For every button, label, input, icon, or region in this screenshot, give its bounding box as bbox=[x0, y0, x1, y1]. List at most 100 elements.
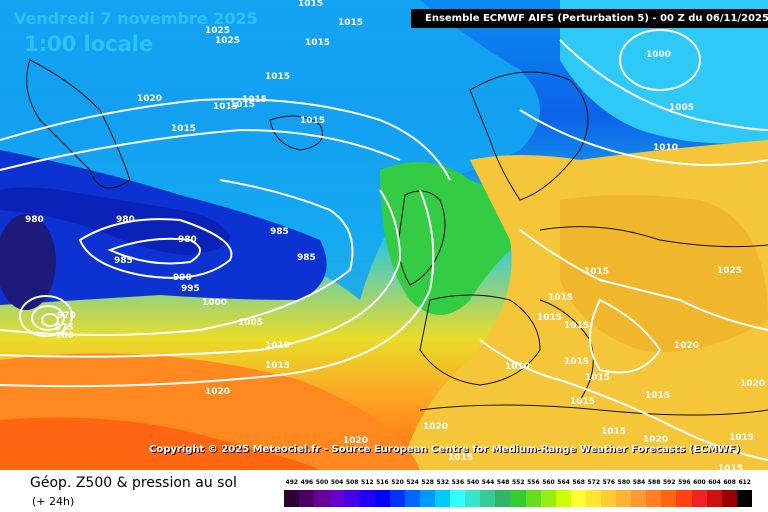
forecast-map: 1015 1015 1015 1025 1025 1015 1015 1020 … bbox=[0, 0, 768, 470]
isobar-label: 1020 bbox=[423, 422, 448, 432]
legend-value: 544 bbox=[481, 479, 495, 486]
isobar bbox=[0, 128, 401, 171]
isobar bbox=[41, 313, 59, 327]
legend-value: 500 bbox=[315, 479, 329, 486]
isobar-label: 1010 bbox=[505, 362, 530, 372]
isobar bbox=[559, 39, 768, 131]
iceland-coast bbox=[269, 115, 323, 151]
legend-value: 536 bbox=[451, 479, 465, 486]
legend-value: 524 bbox=[406, 479, 419, 486]
scandinavia-coast bbox=[469, 71, 589, 201]
field-title: Géop. Z500 & pression au sol bbox=[30, 475, 237, 491]
isobar-label: 1005 bbox=[238, 318, 263, 328]
isobar-label: 1015 bbox=[265, 361, 290, 371]
britain-coast bbox=[398, 190, 446, 286]
legend-value: 496 bbox=[300, 479, 314, 486]
isobar-label: 1015 bbox=[601, 427, 626, 437]
isobar-label: 985 bbox=[114, 256, 133, 266]
isobar-label: 1015 bbox=[213, 102, 238, 112]
isobar-label: 1015 bbox=[570, 397, 595, 407]
legend-swatch bbox=[721, 490, 737, 507]
isobar-label: 1020 bbox=[205, 387, 230, 397]
isobar bbox=[519, 109, 768, 167]
legend-value: 516 bbox=[376, 479, 389, 486]
isobar-label: 1015 bbox=[584, 267, 609, 277]
zone-red-south bbox=[0, 417, 320, 470]
isobar-label: 985 bbox=[270, 227, 289, 237]
greenland-coast bbox=[26, 59, 131, 189]
model-info-banner: Ensemble ECMWF AIFS (Perturbation 5) - 0… bbox=[411, 9, 768, 28]
legend-swatch bbox=[555, 490, 571, 507]
isobar-label: 995 bbox=[181, 284, 200, 294]
isobar-label: 1020 bbox=[643, 435, 668, 445]
legend-swatch bbox=[495, 490, 511, 507]
isobar-label: 975 bbox=[55, 323, 74, 333]
isobar-label: 980 bbox=[178, 235, 197, 245]
isobar bbox=[519, 229, 768, 331]
isobar-label: 1015 bbox=[230, 100, 255, 110]
legend-swatch bbox=[299, 490, 315, 507]
isobar-label: 980 bbox=[116, 215, 135, 225]
legend-value: 504 bbox=[330, 479, 344, 486]
legend-swatch bbox=[404, 490, 420, 507]
isobar bbox=[0, 189, 435, 388]
legend-value: 540 bbox=[466, 479, 480, 486]
isobar-label: 1020 bbox=[137, 94, 162, 104]
legend-swatch bbox=[450, 490, 466, 507]
isobar-label: 1000 bbox=[202, 298, 227, 308]
legend-swatch bbox=[616, 490, 632, 507]
legend-swatch bbox=[646, 490, 662, 507]
isobar-label: 1025 bbox=[215, 36, 240, 46]
isobar-label: 1015 bbox=[242, 95, 267, 105]
legend-value: 552 bbox=[512, 479, 525, 486]
isobars bbox=[0, 29, 768, 461]
zone-yellow-deep bbox=[560, 195, 768, 352]
legend-value: 556 bbox=[527, 479, 540, 486]
isobar-label: 1015 bbox=[564, 321, 589, 331]
isobar-label: 1015 bbox=[729, 433, 754, 443]
isobar bbox=[0, 179, 354, 336]
legend-swatch bbox=[284, 490, 300, 507]
legend-swatch bbox=[510, 490, 526, 507]
legend-value: 572 bbox=[587, 479, 600, 486]
legend-value: 508 bbox=[345, 479, 359, 486]
legend-swatch bbox=[525, 490, 541, 507]
legend-swatch bbox=[676, 490, 692, 507]
isobar-label: 1015 bbox=[305, 38, 330, 48]
forecast-local-time: 1:00 locale bbox=[24, 32, 154, 56]
isobar-label: 1015 bbox=[300, 116, 325, 126]
legend-value: 596 bbox=[678, 479, 691, 486]
legend-value: 576 bbox=[602, 479, 616, 486]
isobar-label: 1015 bbox=[645, 391, 670, 401]
legend-labels: 492 496 500 504 508 512 516 520 524 528 532 536 540 5… bbox=[284, 479, 752, 489]
legend-value: 560 bbox=[542, 479, 555, 486]
isobar-label: 1015 bbox=[564, 357, 589, 367]
legend-swatch bbox=[631, 490, 647, 507]
legend-swatch bbox=[691, 490, 707, 507]
legend-value: 564 bbox=[557, 479, 570, 486]
isobar bbox=[107, 237, 201, 265]
legend-swatch bbox=[359, 490, 375, 507]
map-canvas: 1015 1015 1015 1025 1025 1015 1015 1020 … bbox=[0, 0, 768, 470]
legend-value: 548 bbox=[496, 479, 510, 486]
copyright-text: Copyright © 2025 Meteociel.fr - Source E… bbox=[149, 444, 740, 455]
isobar-label: 985 bbox=[297, 253, 316, 263]
north-africa-coast bbox=[419, 404, 768, 416]
isobar bbox=[619, 29, 701, 91]
isobar-label: 1010 bbox=[265, 341, 290, 351]
isobar-label: 1015 bbox=[537, 313, 562, 323]
legend-swatch bbox=[314, 490, 330, 507]
isobar bbox=[19, 295, 73, 337]
isobar bbox=[78, 218, 233, 279]
legend-swatch bbox=[540, 490, 556, 507]
isobar-label: 1025 bbox=[205, 26, 230, 36]
legend-swatch bbox=[480, 490, 496, 507]
color-legend bbox=[284, 490, 752, 507]
isobar-label: 1020 bbox=[674, 341, 699, 351]
legend-value: 584 bbox=[632, 479, 646, 486]
isobar-label: 970 bbox=[57, 311, 76, 321]
legend-swatch bbox=[344, 490, 360, 507]
isobar bbox=[589, 298, 662, 374]
isobar-label-layer: 1015 1015 1015 1025 1025 1015 1015 1020 … bbox=[25, 0, 765, 470]
legend-swatch bbox=[570, 490, 586, 507]
